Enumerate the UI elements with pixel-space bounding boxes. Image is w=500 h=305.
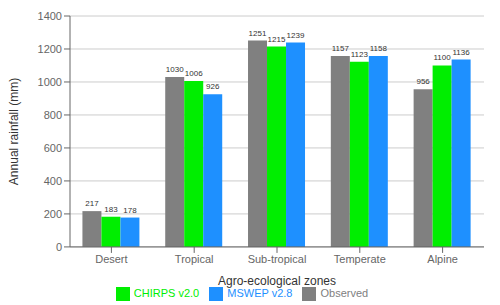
svg-text:1251: 1251 <box>249 29 267 38</box>
svg-text:1100: 1100 <box>434 53 452 62</box>
svg-text:1006: 1006 <box>185 69 203 78</box>
svg-text:926: 926 <box>206 82 220 91</box>
svg-text:Desert: Desert <box>95 253 127 265</box>
svg-text:1200: 1200 <box>38 43 62 55</box>
svg-text:956: 956 <box>416 77 430 86</box>
svg-text:1239: 1239 <box>287 31 305 40</box>
svg-text:1123: 1123 <box>351 50 369 59</box>
svg-text:1400: 1400 <box>38 10 62 22</box>
svg-text:1000: 1000 <box>38 76 62 88</box>
svg-text:Tropical: Tropical <box>175 253 214 265</box>
svg-text:217: 217 <box>85 199 99 208</box>
svg-text:Alpine: Alpine <box>427 253 458 265</box>
svg-text:200: 200 <box>44 208 62 220</box>
html-text:CHIRPS v2.0: CHIRPS v2.0 <box>133 286 200 299</box>
svg-text:1157: 1157 <box>332 44 350 53</box>
svg-text:178: 178 <box>123 206 137 215</box>
svg-text:1136: 1136 <box>453 48 471 57</box>
svg-text:600: 600 <box>44 142 62 154</box>
html-text:MSWEP v2.8: MSWEP v2.8 <box>227 286 293 299</box>
svg-text:Agro-ecological zones: Agro-ecological zones <box>218 274 336 288</box>
svg-text:Annual rainfall (mm): Annual rainfall (mm) <box>8 78 21 185</box>
svg-text:1158: 1158 <box>370 44 388 53</box>
svg-text:1030: 1030 <box>166 65 184 74</box>
svg-text:400: 400 <box>44 175 62 187</box>
svg-text:1215: 1215 <box>268 35 286 44</box>
svg-text:183: 183 <box>104 205 118 214</box>
svg-text:0: 0 <box>56 241 62 253</box>
svg-text:Temperate: Temperate <box>334 253 386 265</box>
svg-text:Sub-tropical: Sub-tropical <box>248 253 307 265</box>
html-text:Observed: Observed <box>320 286 369 299</box>
svg-text:800: 800 <box>44 109 62 121</box>
